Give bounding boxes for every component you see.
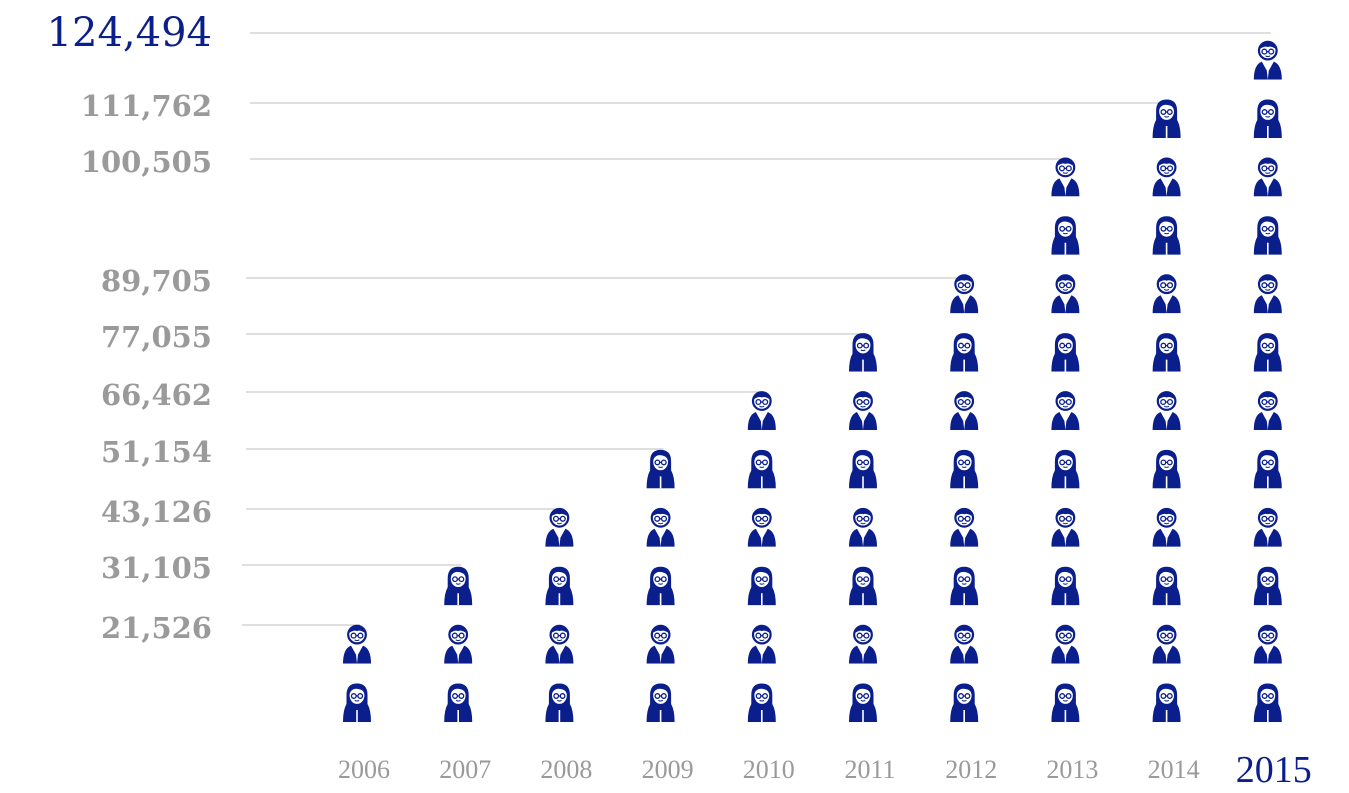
value-label-2015: 124,494 [47,10,212,56]
year-label-2011: 2011 [844,755,895,784]
person-long-hair-icon [645,449,676,489]
person-long-hair-icon [746,565,777,606]
person-long-hair-icon [1050,682,1081,722]
value-label-2009: 51,154 [101,435,212,469]
year-label-2014: 2014 [1148,755,1200,784]
person-long-hair-icon [1151,215,1182,255]
person-long-hair-icon [1050,565,1081,606]
person-long-hair-icon [645,682,676,722]
person-long-hair-icon [1151,449,1182,489]
year-label-2009: 2009 [642,755,694,784]
column-2009 [645,449,676,722]
person-with-glasses-icon [1151,624,1182,664]
person-with-glasses-icon [1050,391,1081,430]
value-label-2011: 77,055 [101,320,212,354]
person-long-hair-icon [1151,682,1182,722]
year-label-2010: 2010 [743,755,795,784]
column-2007 [443,565,474,722]
column-2013 [1050,157,1081,722]
person-long-hair-icon [949,682,980,722]
value-label-2010: 66,462 [101,378,212,412]
person-with-glasses-icon [848,391,878,430]
year-label-2013: 2013 [1046,755,1098,784]
person-long-hair-icon [1050,215,1081,255]
person-with-glasses-icon [1252,391,1283,430]
person-long-hair-icon [1151,565,1182,606]
person-long-hair-icon [1253,565,1283,606]
column-2010 [746,391,777,722]
person-with-glasses-icon [949,274,980,314]
person-with-glasses-icon [645,507,676,547]
value-label-2013: 100,505 [81,145,212,179]
person-with-glasses-icon [1151,274,1182,314]
person-long-hair-icon [746,449,777,489]
person-long-hair-icon [544,682,575,722]
person-long-hair-icon [848,565,878,606]
person-long-hair-icon [1253,98,1283,138]
person-with-glasses-icon [1151,507,1182,547]
value-label-2008: 43,126 [101,495,212,529]
person-with-glasses-icon [746,624,777,664]
person-with-glasses-icon [1252,507,1283,547]
person-long-hair-icon [544,565,575,606]
person-long-hair-icon [342,682,372,722]
person-with-glasses-icon [949,624,980,664]
person-with-glasses-icon [1050,507,1081,547]
column-2011 [848,332,878,722]
person-long-hair-icon [1151,98,1182,138]
person-long-hair-icon [1050,449,1081,489]
person-long-hair-icon [1253,215,1283,255]
value-label-2012: 89,705 [101,264,212,298]
person-with-glasses-icon [1252,274,1283,314]
person-long-hair-icon [645,565,676,606]
person-with-glasses-icon [1252,624,1283,664]
person-long-hair-icon [443,682,474,722]
person-with-glasses-icon [1151,157,1182,197]
person-long-hair-icon [1253,449,1283,489]
person-with-glasses-icon [1050,624,1081,664]
person-with-glasses-icon [746,391,777,430]
person-long-hair-icon [848,449,878,489]
person-with-glasses-icon [949,391,980,430]
person-long-hair-icon [1253,682,1283,722]
person-long-hair-icon [746,682,777,722]
value-label-2006: 21,526 [101,611,212,645]
person-with-glasses-icon [746,507,777,547]
person-with-glasses-icon [342,624,372,664]
person-with-glasses-icon [1151,391,1182,430]
person-with-glasses-icon [544,624,575,664]
column-2012 [949,274,980,722]
person-with-glasses-icon [1252,40,1283,80]
person-long-hair-icon [1151,332,1182,372]
person-with-glasses-icon [544,507,575,547]
person-long-hair-icon [949,449,980,489]
person-with-glasses-icon [1050,274,1081,314]
column-2006 [342,624,372,722]
person-long-hair-icon [443,565,474,606]
person-long-hair-icon [1050,332,1081,372]
value-label-2007: 31,105 [101,551,212,585]
person-with-glasses-icon [949,507,980,547]
person-with-glasses-icon [1252,157,1283,197]
person-with-glasses-icon [848,624,878,664]
column-2014 [1151,98,1182,722]
year-label-2012: 2012 [945,755,997,784]
year-label-2015: 2015 [1236,749,1312,791]
year-label-2007: 2007 [439,755,491,784]
person-long-hair-icon [949,565,980,606]
year-label-2008: 2008 [540,755,592,784]
person-with-glasses-icon [848,507,878,547]
person-long-hair-icon [949,332,980,372]
person-with-glasses-icon [645,624,676,664]
column-2015 [1252,40,1283,722]
year-label-2006: 2006 [338,755,390,784]
value-label-2014: 111,762 [81,89,212,123]
person-with-glasses-icon [443,624,474,664]
person-with-glasses-icon [1050,157,1081,197]
column-2008 [544,507,575,722]
person-long-hair-icon [848,332,878,372]
person-long-hair-icon [848,682,878,722]
person-long-hair-icon [1253,332,1283,372]
